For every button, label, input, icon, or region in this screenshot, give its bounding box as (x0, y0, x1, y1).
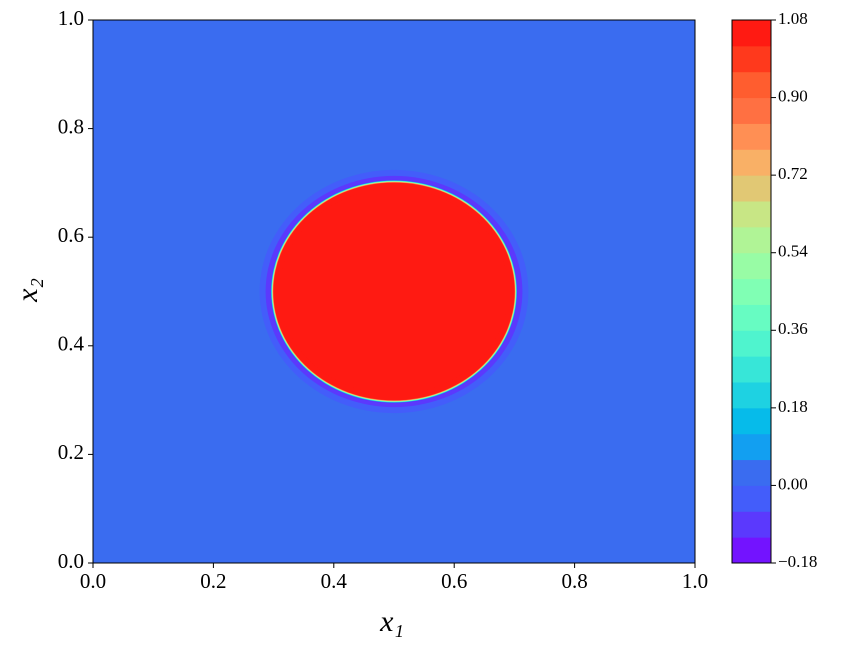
colorbar-band (732, 45, 771, 73)
colorbar-band (732, 330, 771, 357)
y-tick-label: 0.4 (58, 332, 85, 356)
colorbar-frame (731, 19, 772, 564)
colorbar-band (732, 149, 771, 176)
colorbar-band (732, 485, 771, 512)
colorbar-band (732, 226, 771, 254)
x-axis-label: x₁ (379, 605, 404, 638)
colorbar-band (732, 511, 771, 538)
colorbar-band (732, 123, 771, 150)
colorbar-tick-label: 1.08 (778, 9, 808, 28)
y-tick-label: 1.0 (58, 6, 84, 30)
colorbar-band (732, 71, 771, 99)
colorbar-tick-label: 0.72 (778, 164, 808, 183)
colorbar-tick-label: −0.18 (778, 552, 817, 571)
colorbar-tick-label: 0.90 (778, 86, 808, 105)
colorbar-band (732, 252, 771, 280)
colorbar-band (732, 304, 771, 331)
y-tick-label: 0.0 (58, 549, 84, 573)
colorbar-band (732, 382, 771, 409)
y-tick-label: 0.6 (58, 223, 84, 247)
x-tick-label: 0.0 (80, 569, 106, 593)
colorbar-tick-label: 0.18 (778, 397, 808, 416)
colorbar-tick-label: 0.00 (778, 474, 808, 493)
field-disk (279, 188, 509, 395)
y-axis-label: x₂ (11, 278, 44, 303)
colorbar-band (732, 537, 771, 564)
colorbar-band (732, 433, 771, 461)
x-tick-label: 1.0 (682, 569, 708, 593)
colorbar-tick-label: 0.54 (778, 242, 808, 261)
colorbar-band (732, 278, 771, 305)
colorbar-band (732, 201, 771, 228)
colorbar-band (732, 459, 771, 486)
colorbar-band (732, 407, 771, 435)
x-tick-label: 0.8 (561, 569, 587, 593)
colorbar-band (732, 20, 771, 47)
y-tick-label: 0.8 (58, 114, 84, 138)
colorbar-tick-label: 0.36 (778, 319, 808, 338)
x-tick-label: 0.2 (200, 569, 226, 593)
plot-frame (92, 19, 696, 564)
colorbar-band (732, 175, 771, 202)
y-tick-label: 0.2 (58, 440, 84, 464)
x-tick-label: 0.6 (441, 569, 467, 593)
colorbar-band (732, 97, 771, 124)
colorbar-band (732, 356, 771, 383)
x-tick-label: 0.4 (321, 569, 348, 593)
plot-area (93, 20, 695, 563)
